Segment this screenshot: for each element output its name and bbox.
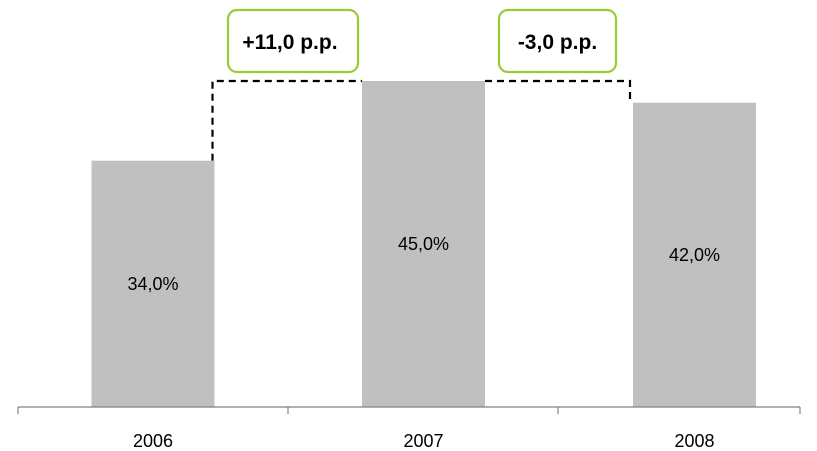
delta-box: [226, 8, 360, 74]
x-tick-label: 2007: [403, 431, 443, 451]
bar-2008: [633, 102, 756, 407]
bar-value-label: 45,0%: [398, 234, 449, 254]
bar-value-label: 34,0%: [127, 274, 178, 294]
delta-label: +11,0 p.p.: [242, 31, 337, 54]
bar-group: 34,0% 45,0% 42,0%: [91, 81, 756, 407]
x-tick-label: 2006: [133, 431, 173, 451]
connector-2006-2007: [211, 79, 362, 161]
connector-group: [211, 79, 632, 161]
delta-label: -3,0 p.p.: [518, 31, 597, 54]
x-axis: 2006 2007 2008: [17, 406, 801, 451]
connector-2007-2008: [485, 79, 632, 103]
bar-value-label: 42,0%: [669, 245, 720, 265]
annotation-group: +11,0 p.p. -3,0 p.p.: [226, 8, 618, 74]
x-tick-label: 2008: [674, 431, 714, 451]
delta-box: [497, 8, 618, 74]
bar-2007: [362, 81, 485, 407]
bar-2006: [91, 160, 215, 407]
